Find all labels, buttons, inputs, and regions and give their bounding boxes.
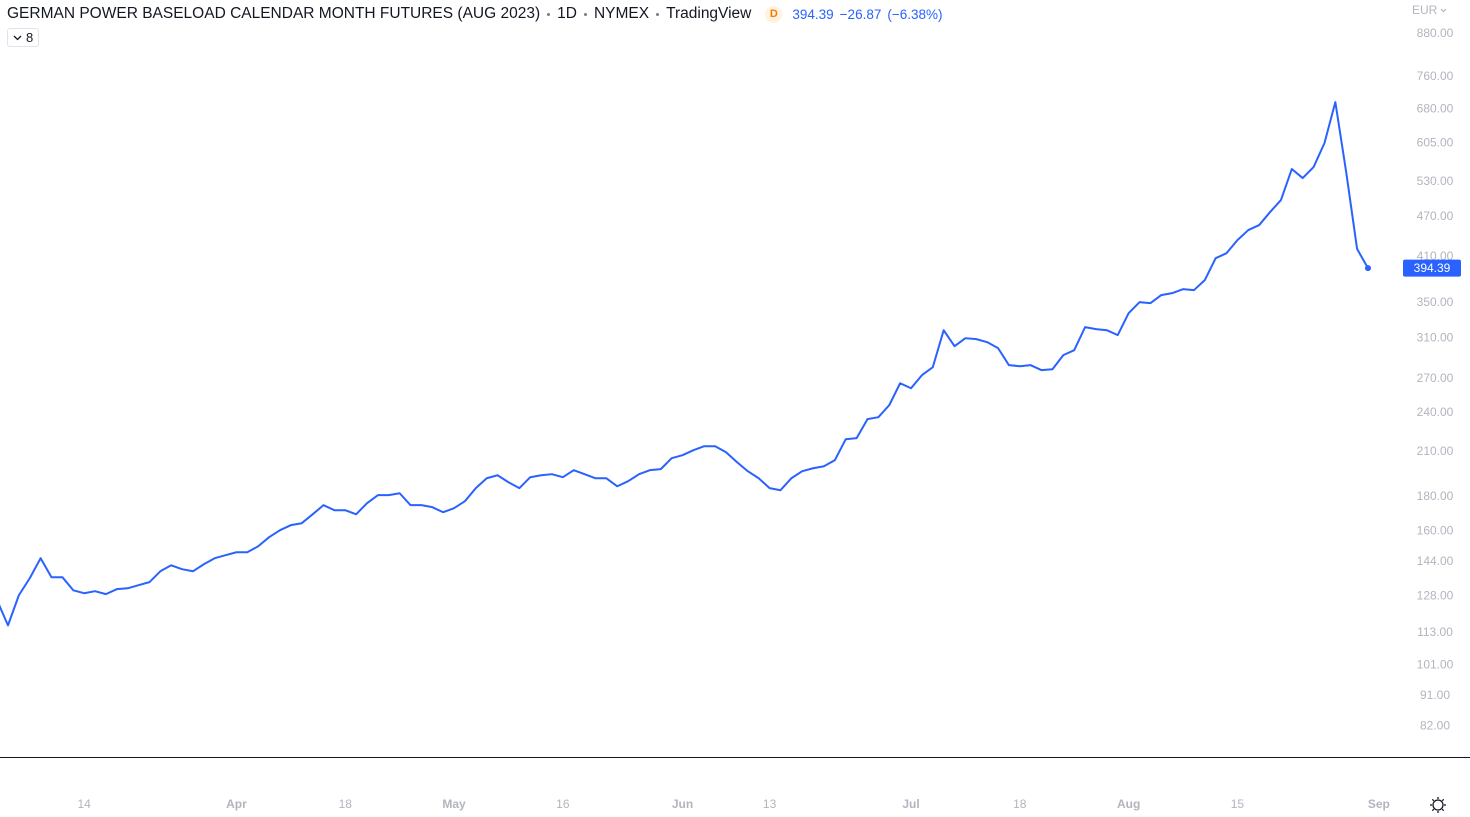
separator	[547, 12, 551, 16]
y-tick-label: 680.00	[1417, 101, 1454, 115]
x-tick-label: 16	[556, 797, 570, 811]
x-tick-label: Apr	[226, 797, 247, 811]
y-tick-label: 240.00	[1417, 405, 1454, 419]
indicators-toggle[interactable]: 8	[7, 28, 39, 47]
separator	[583, 12, 587, 16]
last-price: 394.39	[792, 6, 834, 22]
symbol-title: GERMAN POWER BASELOAD CALENDAR MONTH FUT…	[7, 5, 541, 22]
x-tick-label: 15	[1231, 797, 1245, 811]
y-tick-label: 210.00	[1417, 444, 1454, 458]
x-tick-label: Jun	[672, 797, 693, 811]
settings-icon[interactable]	[1430, 797, 1446, 813]
x-tick-label: 14	[77, 797, 91, 811]
indicator-count: 8	[26, 30, 34, 45]
x-tick-label: 18	[339, 797, 353, 811]
y-tick-label: 128.00	[1417, 589, 1454, 603]
y-tick-label: 144.00	[1417, 554, 1454, 568]
x-tick-label: 18	[1013, 797, 1027, 811]
x-tick-label: Sep	[1368, 797, 1390, 811]
y-tick-label: 310.00	[1417, 331, 1454, 345]
chevron-icon	[13, 35, 22, 40]
y-tick-label: 160.00	[1417, 523, 1454, 537]
x-tick-label: 13	[763, 797, 777, 811]
interval[interactable]: 1D	[557, 5, 577, 22]
y-tick-label: 113.00	[1417, 625, 1453, 639]
x-tick-label: Jul	[902, 797, 919, 811]
y-tick-label: 101.00	[1417, 658, 1454, 672]
y-tick-label: 530.00	[1417, 174, 1454, 188]
exchange: NYMEX	[593, 5, 650, 22]
legend: GERMAN POWER BASELOAD CALENDAR MONTH FUT…	[7, 3, 949, 25]
y-tick-label: 350.00	[1417, 295, 1454, 309]
last-point	[1364, 265, 1371, 272]
x-tick-label: May	[442, 797, 466, 811]
source: TradingView	[666, 5, 752, 22]
delay-badge[interactable]: D	[765, 5, 783, 23]
y-tick-label: 760.00	[1417, 69, 1454, 83]
last-price-tag	[1403, 259, 1461, 277]
price-change: −26.87	[839, 6, 882, 22]
y-tick-label: 180.00	[1417, 489, 1454, 503]
last-price-label: 394.39	[1414, 261, 1451, 275]
chevron-icon	[1440, 8, 1447, 12]
x-tick-label: Aug	[1117, 797, 1140, 811]
y-tick-label: 605.00	[1417, 136, 1454, 150]
y-tick-label: 82.00	[1420, 718, 1450, 732]
y-tick-label: 270.00	[1417, 371, 1454, 385]
price-line	[0, 101, 1369, 627]
y-tick-label: 470.00	[1417, 209, 1454, 223]
y-tick-label: 880.00	[1417, 26, 1454, 40]
separator	[656, 12, 660, 16]
currency: EUR	[1412, 3, 1438, 17]
currency-selector[interactable]: EUR	[1412, 3, 1447, 17]
y-tick-label: 91.00	[1420, 688, 1450, 702]
y-tick-label: 410.00	[1417, 249, 1454, 263]
price-change-percent: (−6.38%)	[887, 6, 943, 22]
